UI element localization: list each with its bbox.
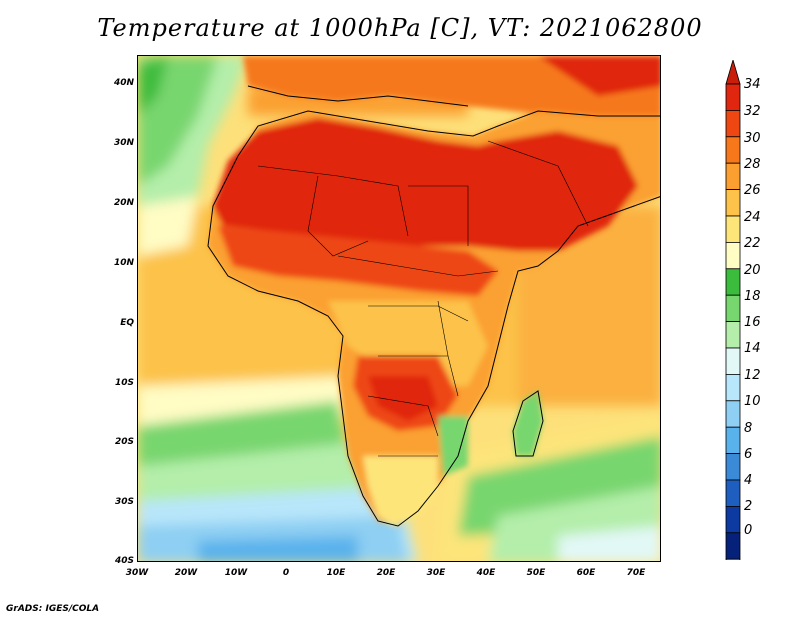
lat-label-40s: 40S (114, 556, 134, 566)
colorbar-box (725, 532, 741, 560)
lon-label-40e: 40E (476, 568, 496, 578)
lon-label-20w: 20W (174, 568, 198, 578)
lat-label-40n: 40N (113, 78, 134, 88)
colorbar-under-triangle (725, 558, 741, 560)
lat-label-20n: 20N (113, 198, 134, 208)
colorbar-label-30: 30 (744, 131, 761, 146)
lat-label-eq: EQ (120, 318, 134, 328)
colorbar-box (725, 400, 741, 428)
colorbar (725, 60, 741, 560)
grads-credit: GrADS: IGES/COLA (6, 604, 100, 614)
land-temperature (208, 56, 660, 526)
colorbar-label-26: 26 (744, 183, 761, 198)
colorbar-box (725, 215, 741, 243)
colorbar-label-20: 20 (744, 263, 761, 278)
colorbar-box (725, 189, 741, 217)
colorbar-label-10: 10 (744, 394, 761, 409)
colorbar-label-4: 4 (744, 473, 753, 488)
colorbar-box (725, 83, 741, 111)
colorbar-box (725, 268, 741, 296)
colorbar-box (725, 505, 741, 534)
temperature-map (137, 55, 661, 562)
colorbar-label-14: 14 (744, 341, 761, 356)
colorbar-label-34: 34 (744, 77, 761, 92)
colorbar-label-8: 8 (744, 421, 753, 436)
lon-label-20e: 20E (376, 568, 396, 578)
colorbar-label-22: 22 (744, 236, 761, 251)
colorbar-label-12: 12 (744, 368, 761, 383)
colorbar-label-6: 6 (744, 447, 753, 462)
colorbar-box (725, 294, 741, 322)
colorbar-box (725, 373, 741, 402)
temperature-field (138, 56, 660, 561)
colorbar-box (725, 479, 741, 507)
colorbar-over-triangle (725, 60, 741, 85)
colorbar-label-18: 18 (744, 289, 761, 304)
lon-label-10w: 10W (224, 568, 248, 578)
colorbar-box (725, 426, 741, 455)
colorbar-label-2: 2 (744, 499, 753, 514)
colorbar-box (725, 110, 741, 138)
colorbar-box (725, 241, 741, 270)
colorbar-box (725, 136, 741, 164)
lon-label-60e: 60E (576, 568, 596, 578)
lat-label-30n: 30N (113, 138, 134, 148)
lon-label-0: 0 (282, 568, 290, 578)
colorbar-box (725, 453, 741, 481)
lon-label-50e: 50E (526, 568, 546, 578)
map-title: Temperature at 1000hPa [C], VT: 20210628… (97, 14, 703, 42)
colorbar-box (725, 347, 741, 375)
lon-label-10e: 10E (326, 568, 346, 578)
lat-label-20s: 20S (114, 437, 134, 447)
colorbar-box (725, 162, 741, 190)
lat-label-30s: 30S (114, 497, 134, 507)
lat-label-10n: 10N (113, 258, 134, 268)
colorbar-label-0: 0 (744, 523, 753, 538)
lon-label-30w: 30W (125, 568, 149, 578)
lon-label-70e: 70E (626, 568, 646, 578)
colorbar-label-32: 32 (744, 104, 761, 119)
country-borders (257, 140, 589, 457)
lon-label-30e: 30E (426, 568, 446, 578)
colorbar-label-28: 28 (744, 157, 761, 172)
colorbar-box (725, 321, 741, 349)
lat-label-10s: 10S (114, 378, 134, 388)
coastlines (207, 85, 660, 527)
colorbar-label-16: 16 (744, 315, 761, 330)
colorbar-label-24: 24 (744, 210, 761, 225)
